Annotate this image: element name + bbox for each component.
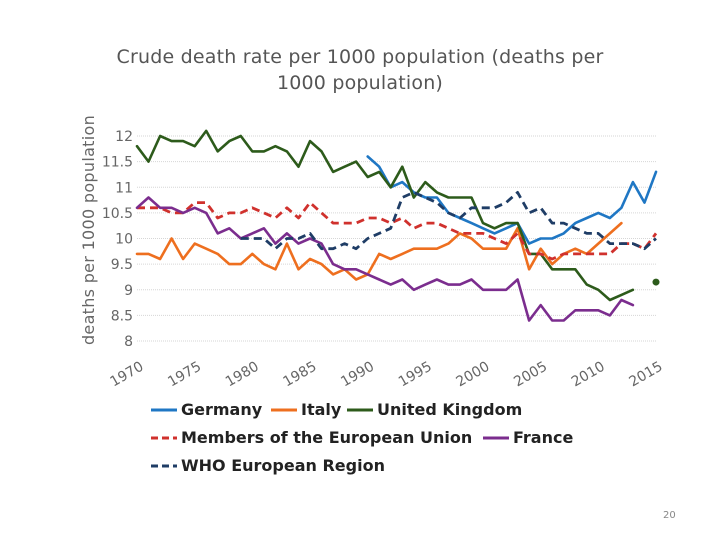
x-tick-label: 1970	[108, 359, 147, 391]
series-line-members-of-the-european-union	[137, 201, 658, 261]
legend-label: WHO European Region	[181, 456, 385, 475]
x-tick-label: 2000	[454, 359, 493, 391]
legend-label: Italy	[301, 400, 342, 419]
y-tick-label: 12	[115, 129, 133, 145]
y-axis-ticks: 8 8.5 9 9.5 10 10.5 11 11.5 12	[102, 129, 133, 350]
x-tick-label: 1985	[281, 359, 320, 391]
legend: Germany Italy United Kingdom Members of the…	[151, 400, 573, 475]
y-tick-label: 10	[115, 232, 133, 248]
x-tick-label: 1975	[165, 359, 204, 391]
chart-title-line-2: 1000 population)	[276, 72, 444, 94]
x-tick-label: 1980	[223, 359, 262, 391]
y-tick-label: 11.5	[102, 155, 133, 171]
slide-number: 20	[663, 510, 676, 521]
annotations	[652, 278, 660, 286]
x-tick-label: 1990	[338, 359, 377, 391]
legend-label: France	[513, 428, 573, 447]
legend-label: United Kingdom	[377, 400, 522, 419]
chart-title: Crude death rate per 1000 population (de…	[60, 44, 660, 96]
y-tick-label: 11	[115, 180, 133, 196]
y-tick-label: 9	[124, 283, 133, 299]
y-axis-label: deaths per 1000 population	[79, 115, 98, 345]
legend-label: Members of the European Union	[181, 428, 472, 447]
series-line-italy	[135, 221, 623, 281]
x-tick-label: 2015	[627, 359, 666, 391]
series-line-who-european-region	[240, 190, 657, 251]
chart-title-line-1: Crude death rate per 1000 population (de…	[116, 46, 604, 68]
annotation-point	[652, 278, 660, 286]
y-tick-label: 8.5	[111, 308, 133, 324]
x-tick-label: 2010	[569, 359, 608, 391]
y-tick-label: 10.5	[102, 206, 133, 222]
y-tick-label: 9.5	[111, 257, 133, 273]
legend-label: Germany	[181, 400, 263, 419]
x-tick-label: 2005	[511, 359, 550, 391]
x-tick-label: 1995	[396, 359, 435, 391]
series-line-france	[135, 196, 635, 322]
series-lines	[135, 129, 658, 322]
y-tick-label: 8	[124, 334, 133, 350]
series-line-united-kingdom	[135, 129, 635, 302]
x-axis-ticks: 1970 1975 1980 1985 1990 1995 2000 2005 2010 2015	[108, 359, 666, 391]
